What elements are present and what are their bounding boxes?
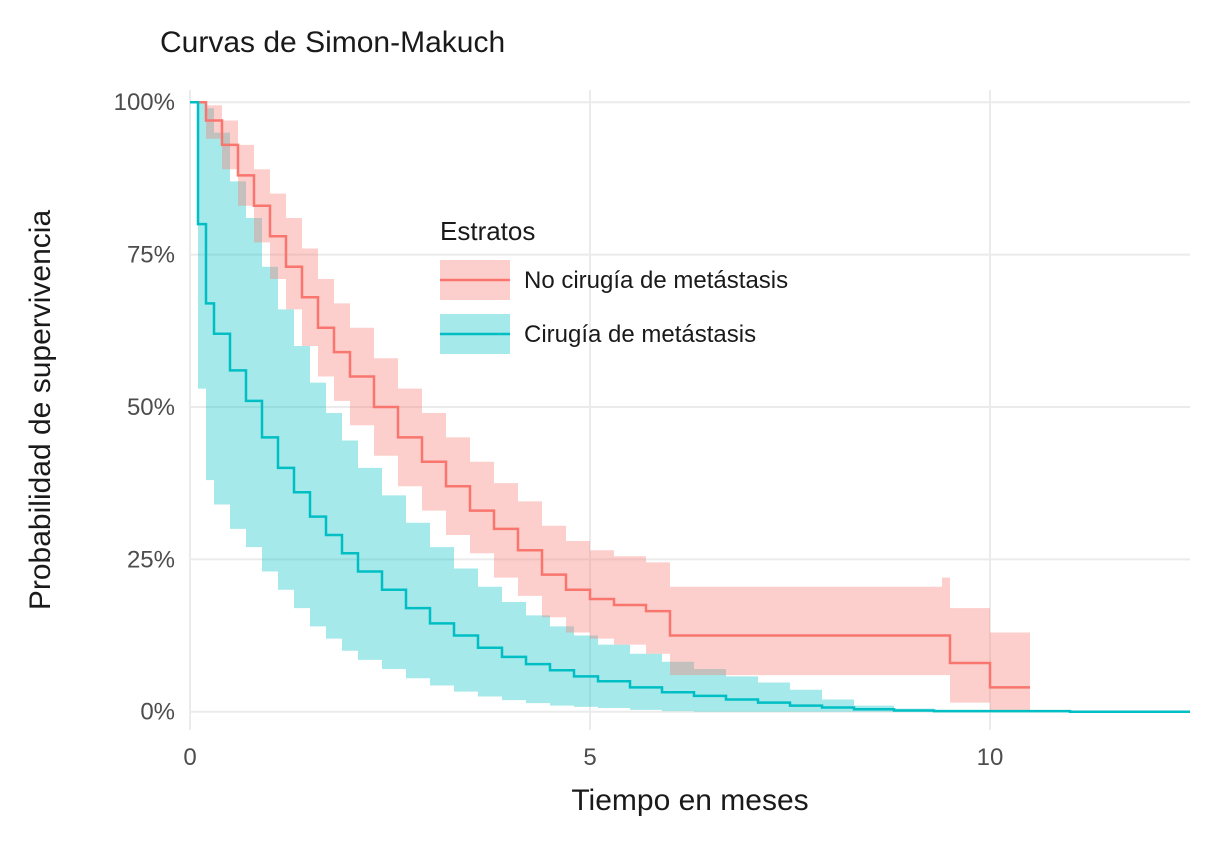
chart-container: 05100%25%50%75%100%Tiempo en mesesProbab… (0, 0, 1224, 844)
y-tick-label: 0% (140, 699, 175, 726)
legend-label: No cirugía de metástasis (524, 267, 788, 294)
x-axis-label: Tiempo en meses (571, 784, 808, 817)
legend-title: Estratos (440, 216, 535, 246)
y-tick-label: 100% (114, 89, 175, 116)
y-tick-label: 50% (127, 394, 175, 421)
x-tick-label: 0 (183, 744, 196, 771)
y-axis-label: Probabilidad de supervivencia (24, 210, 57, 611)
x-tick-label: 10 (977, 744, 1004, 771)
y-tick-label: 75% (127, 242, 175, 269)
legend-label: Cirugía de metástasis (524, 321, 756, 348)
chart-title: Curvas de Simon-Makuch (160, 26, 505, 59)
y-tick-label: 25% (127, 546, 175, 573)
survival-chart: 05100%25%50%75%100%Tiempo en mesesProbab… (0, 0, 1224, 844)
x-tick-label: 5 (583, 744, 596, 771)
